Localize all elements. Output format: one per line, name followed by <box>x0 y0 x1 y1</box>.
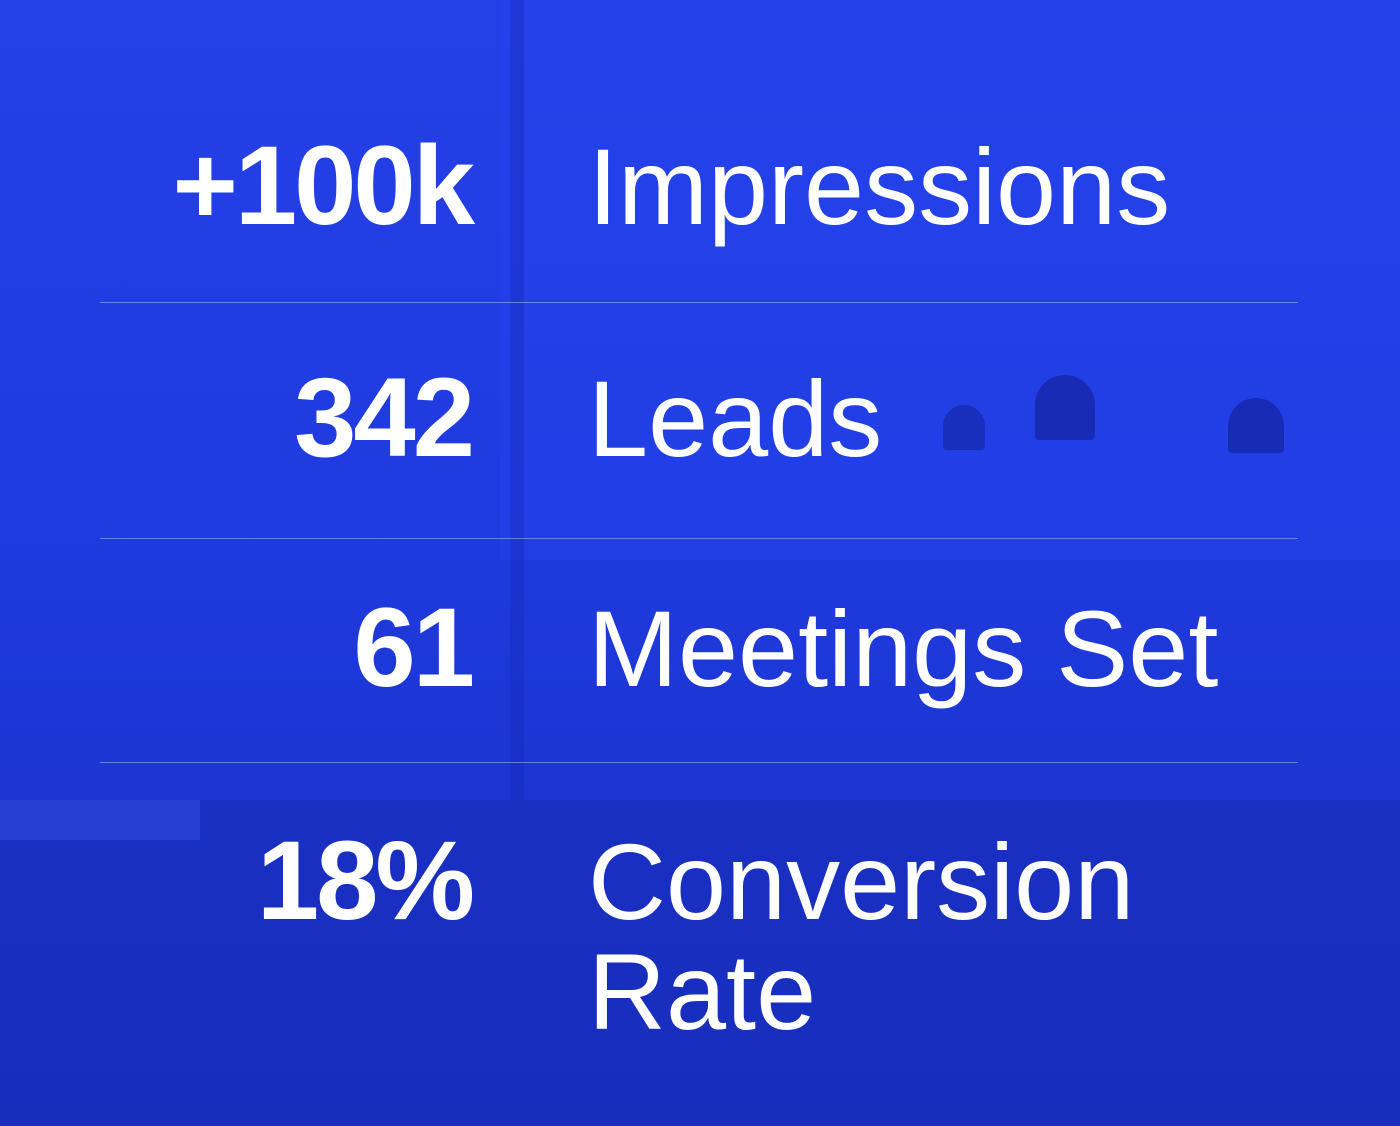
stat-label: Conversion Rate <box>588 821 1135 1052</box>
stat-row: +100k Impressions <box>0 123 1400 248</box>
stat-value: 342 <box>294 355 475 480</box>
stat-row: 342 Leads <box>0 355 1400 480</box>
divider <box>100 762 1298 763</box>
stat-value: 61 <box>353 585 475 710</box>
background-window <box>510 0 524 800</box>
divider <box>100 538 1298 539</box>
stat-value: +100k <box>172 123 475 248</box>
background-floor <box>0 800 1400 1126</box>
stat-label: Meetings Set <box>588 588 1219 709</box>
background-wall <box>500 0 1400 560</box>
background-lamp <box>1035 375 1095 440</box>
background-table <box>0 800 200 840</box>
background-lamp <box>943 405 985 450</box>
stat-label: Impressions <box>588 126 1171 247</box>
stat-label: Leads <box>588 358 883 479</box>
background-lamp <box>1228 398 1284 453</box>
stat-row: 61 Meetings Set <box>0 585 1400 710</box>
stat-row: 18% Conversion Rate <box>0 818 1400 1052</box>
stat-value: 18% <box>256 818 475 943</box>
divider <box>100 302 1298 303</box>
